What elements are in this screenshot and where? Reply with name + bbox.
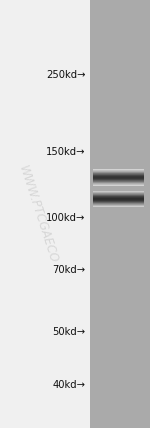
Text: 250kd→: 250kd→ [46, 70, 86, 80]
Text: 150kd→: 150kd→ [46, 147, 86, 157]
Text: 100kd→: 100kd→ [46, 213, 86, 223]
Bar [90, 0, 150, 428]
Text: 70kd→: 70kd→ [52, 265, 86, 275]
Text: 40kd→: 40kd→ [52, 380, 86, 390]
Text: 50kd→: 50kd→ [52, 327, 86, 337]
Text: WWW.PTCGAECO: WWW.PTCGAECO [16, 163, 59, 265]
